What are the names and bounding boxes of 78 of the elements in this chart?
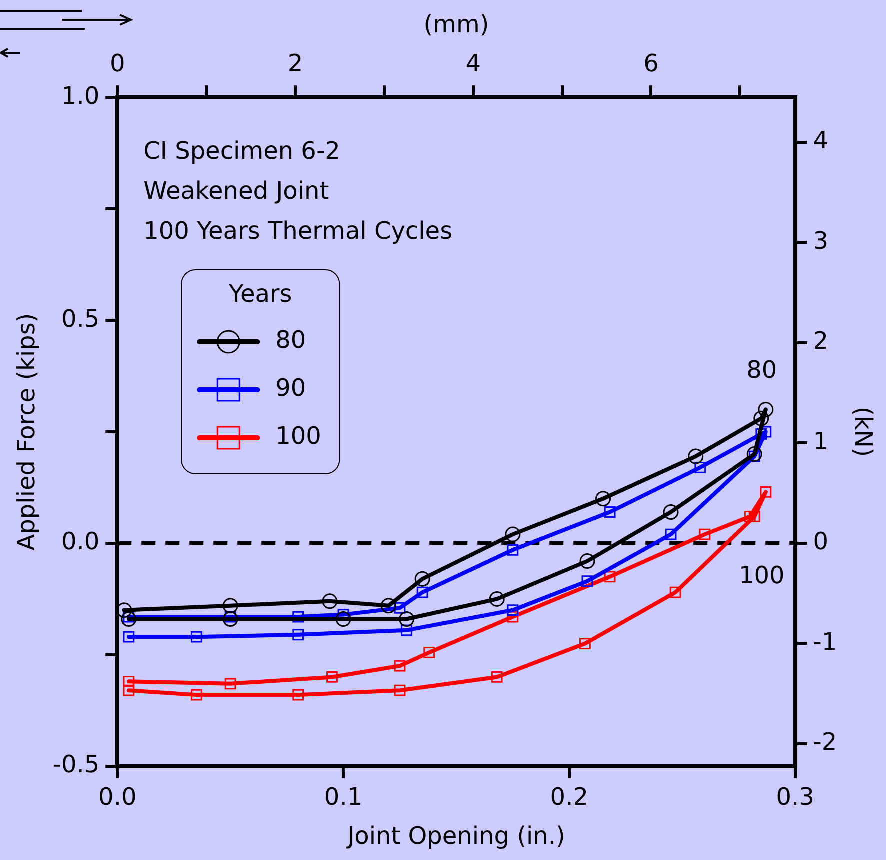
point — [292, 629, 304, 641]
point — [746, 446, 762, 462]
point — [760, 486, 772, 498]
x-tick-label: 0.1 — [324, 783, 363, 812]
point — [292, 689, 304, 701]
point — [582, 576, 594, 588]
x2-tick-label: 6 — [644, 49, 659, 78]
point — [394, 660, 406, 672]
y2-tick-label: 0 — [813, 528, 829, 556]
y-tick-label: 1.0 — [61, 82, 100, 110]
point — [665, 528, 677, 540]
point — [596, 491, 612, 507]
x-axis-title: Joint Opening (in.) — [346, 822, 566, 850]
annotation: 80 — [746, 356, 778, 384]
point — [394, 602, 406, 614]
point — [694, 462, 706, 474]
x-tick-label: 0.3 — [776, 783, 814, 812]
y2-tick-label: 3 — [813, 226, 829, 255]
point — [580, 638, 591, 650]
point — [380, 598, 396, 614]
point — [326, 672, 338, 683]
point — [507, 544, 519, 556]
point — [507, 604, 519, 616]
y-axis-title: Applied Force (kips) — [12, 313, 41, 551]
legend-label: 100 — [276, 422, 322, 450]
point — [688, 448, 704, 464]
point — [222, 612, 238, 628]
legend-label: 80 — [276, 326, 306, 354]
y-tick-label: 0.5 — [61, 304, 100, 333]
point — [190, 631, 202, 643]
point — [414, 571, 430, 587]
point — [754, 410, 770, 426]
point — [604, 571, 616, 583]
y2-tick-label: 2 — [813, 327, 829, 356]
point — [118, 602, 132, 618]
point — [489, 591, 505, 607]
point — [224, 678, 236, 690]
annotation: 100 — [739, 561, 785, 590]
point — [670, 586, 682, 598]
legend-title: Years — [228, 280, 292, 308]
point — [121, 612, 137, 628]
y2-tick-label: 4 — [813, 126, 829, 155]
y2-tick-label: -1 — [813, 628, 838, 656]
point — [292, 611, 304, 623]
y-tick-label: 0.0 — [61, 528, 100, 556]
x2-tick-label: 2 — [288, 49, 304, 78]
point — [123, 684, 135, 696]
point — [699, 528, 711, 540]
y-tick-label: -0.5 — [52, 750, 100, 779]
legend-label: 90 — [276, 374, 306, 402]
point — [394, 684, 406, 696]
point — [336, 612, 352, 628]
point — [424, 647, 436, 658]
x-tick-label: 0.2 — [550, 783, 588, 812]
point — [123, 631, 135, 643]
point — [416, 586, 428, 598]
point — [663, 504, 679, 520]
point — [399, 612, 415, 628]
x-tick-label: 0.0 — [98, 783, 137, 812]
y2-tick-label: -2 — [813, 728, 838, 756]
annotation: CI Specimen 6-2 — [144, 136, 340, 165]
point — [604, 506, 616, 518]
y2-tick-label: 1 — [813, 427, 829, 456]
point — [505, 526, 521, 542]
x2-tick-label: 0 — [110, 49, 126, 78]
point — [401, 624, 412, 636]
point — [222, 598, 238, 614]
annotation: Weakened Joint — [144, 176, 330, 205]
point — [322, 594, 338, 610]
point — [580, 554, 596, 570]
point — [491, 672, 503, 683]
point — [190, 689, 202, 701]
annotation: 100 Years Thermal Cycles — [144, 216, 453, 245]
x2-axis-title: (mm) — [424, 10, 490, 39]
x2-tick-label: 4 — [466, 49, 481, 78]
y2-axis-title: (kN) — [849, 406, 878, 458]
point — [758, 402, 774, 418]
point — [123, 676, 135, 688]
